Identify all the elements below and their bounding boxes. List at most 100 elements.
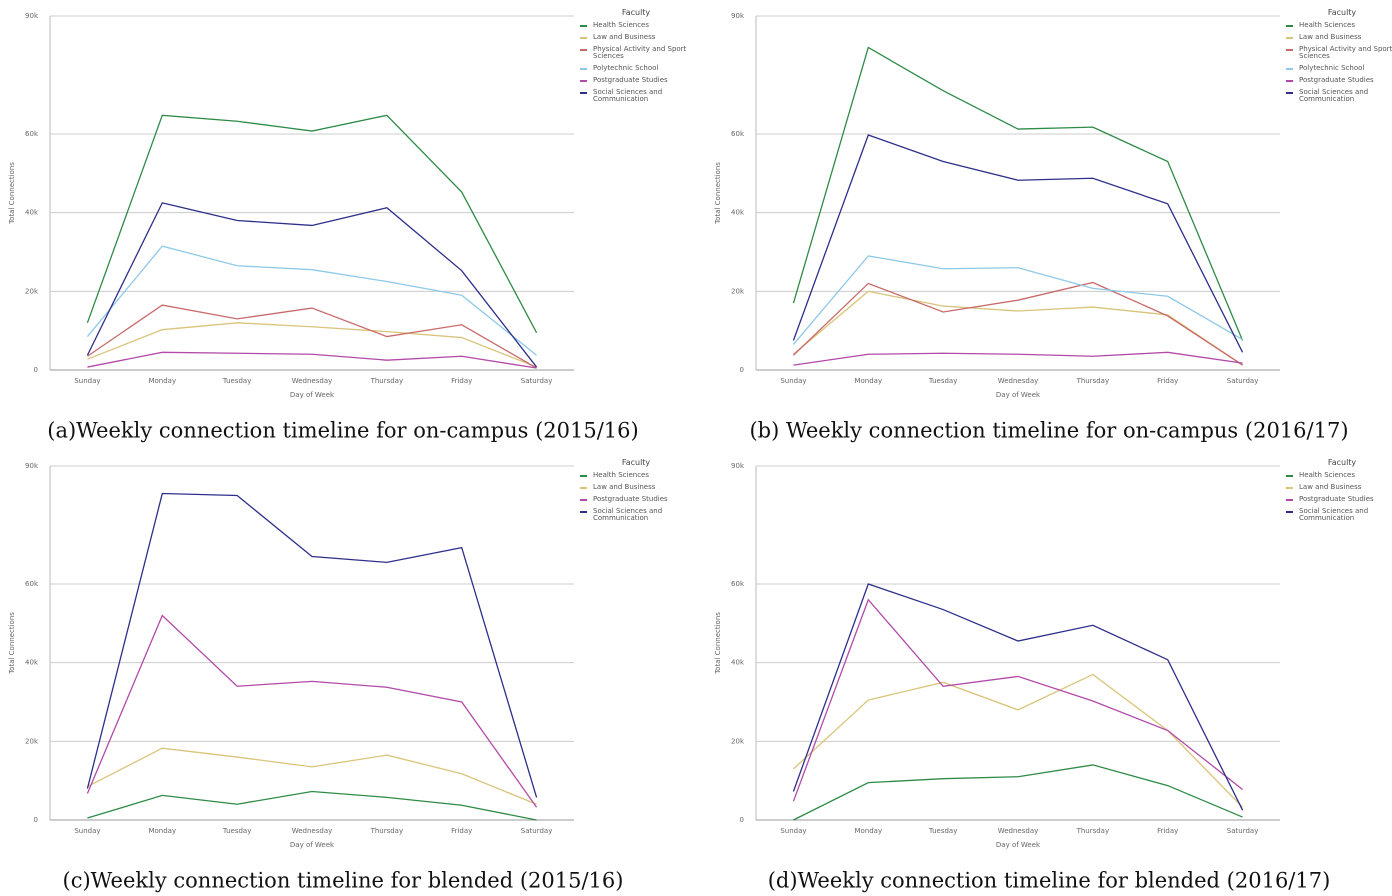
series-line — [86, 114, 538, 333]
series-line — [87, 790, 537, 821]
legend-swatch — [580, 68, 587, 70]
caption: (c)Weekly connection timeline for blende… — [63, 869, 624, 893]
x-tick-label: Saturday — [1227, 377, 1259, 385]
x-tick-label: Tuesday — [222, 377, 251, 385]
series-line — [793, 351, 1243, 366]
legend-label: Polytechnic School — [593, 64, 659, 72]
series-line — [87, 322, 537, 368]
y-axis-label: Total Connections — [8, 612, 16, 675]
legend-entry: Social Sciences and Communication — [1286, 508, 1392, 522]
y-tick-label: 40k — [25, 659, 39, 667]
legend-label: Health Sciences — [593, 21, 649, 29]
legend-label: Law and Business — [593, 33, 656, 41]
legend-label: Postgraduate Studies — [1299, 495, 1374, 503]
x-tick-label: Sunday — [74, 827, 100, 835]
legend-label: Social Sciences and Communication — [593, 507, 663, 522]
x-tick-label: Tuesday — [928, 827, 957, 835]
legend: Faculty Health Sciences Law and Business Ph… — [1286, 8, 1392, 103]
chart-panel: 0 20k 40k 60k 90k Sunday Monday Tuesday Wednesda… — [8, 458, 692, 893]
legend-label: Social Sciences and Communication — [1299, 507, 1369, 522]
legend-box: Faculty Health Sciences Law and Business Po… — [580, 458, 692, 522]
x-tick-label: Tuesday — [222, 827, 251, 835]
caption: (b) Weekly connection timeline for on-ca… — [749, 419, 1348, 443]
y-tick-label: 60k — [731, 130, 745, 138]
y-tick-label: 60k — [731, 580, 745, 588]
x-tick-label: Saturday — [521, 377, 553, 385]
legend-box: Faculty Health Sciences Law and Business Po… — [1286, 458, 1392, 522]
legend-label: Physical Activity and Sport Sciences — [1299, 45, 1392, 60]
x-tick-label: Saturday — [1227, 827, 1259, 835]
y-tick-label: 60k — [25, 580, 39, 588]
series-line — [86, 245, 537, 356]
legend-label: Social Sciences and Communication — [1299, 88, 1369, 103]
legend-entry: Social Sciences and Communication — [580, 89, 692, 103]
legend-swatch — [580, 92, 587, 94]
y-tick-label: 20k — [25, 287, 39, 295]
chart-panel: 0 20k 40k 60k 90k Sunday Monday Tuesday Wednesda… — [714, 458, 1392, 893]
y-tick-label: 90k — [25, 462, 39, 470]
series-line — [86, 614, 538, 808]
legend-entry: Health Sciences — [580, 22, 692, 29]
legend-entry: Physical Activity and Sport Sciences — [580, 46, 692, 60]
y-axis-label: Total Connections — [714, 612, 722, 675]
y-tick-label: 20k — [731, 737, 745, 745]
series-line — [792, 134, 1244, 353]
legend-swatch — [1286, 499, 1293, 501]
y-tick-label: 0 — [34, 816, 38, 824]
x-tick-label: Monday — [854, 377, 882, 385]
legend-swatch — [580, 499, 587, 501]
legend-label: Postgraduate Studies — [593, 76, 668, 84]
legend-title: Faculty — [621, 458, 651, 467]
legend-label: Postgraduate Studies — [593, 495, 668, 503]
x-tick-label: Sunday — [780, 377, 806, 385]
legend-entry: Polytechnic School — [580, 65, 692, 72]
caption: (d)Weekly connection timeline for blende… — [768, 869, 1331, 893]
y-tick-label: 60k — [25, 130, 39, 138]
series-line — [792, 598, 1243, 802]
legend-entry: Postgraduate Studies — [580, 77, 692, 84]
x-tick-label: Friday — [451, 827, 472, 835]
legend-entry: Health Sciences — [1286, 22, 1392, 29]
x-tick-label: Sunday — [74, 377, 100, 385]
x-tick-label: Monday — [854, 827, 882, 835]
legend: Faculty Health Sciences Law and Business Po… — [580, 458, 692, 522]
x-tick-label: Sunday — [780, 827, 806, 835]
chart-panel: 0 20k 40k 60k 90k Sunday Monday Tuesday Wednesda… — [714, 8, 1392, 443]
legend-swatch — [1286, 37, 1293, 39]
legend-entry: Law and Business — [1286, 484, 1392, 491]
series-line — [87, 304, 537, 369]
legend-title: Faculty — [1327, 8, 1357, 17]
series-line — [86, 492, 538, 798]
series-line — [792, 281, 1243, 366]
x-tick-label: Thursday — [1076, 827, 1110, 835]
x-tick-label: Friday — [1157, 827, 1178, 835]
legend-swatch — [580, 511, 587, 513]
legend-swatch — [580, 80, 587, 82]
x-tick-label: Wednesday — [292, 827, 333, 835]
legend-label: Law and Business — [1299, 483, 1362, 491]
y-tick-label: 40k — [731, 659, 745, 667]
legend-swatch — [580, 37, 587, 39]
y-tick-label: 20k — [25, 737, 39, 745]
x-tick-label: Wednesday — [998, 827, 1039, 835]
legend-label: Social Sciences and Communication — [593, 88, 663, 103]
series-line — [86, 202, 538, 368]
legend-entry: Law and Business — [580, 484, 692, 491]
legend-swatch — [1286, 49, 1293, 51]
series-line — [792, 255, 1243, 345]
legend-title: Faculty — [621, 8, 651, 17]
legend-label: Polytechnic School — [1299, 64, 1365, 72]
series-line — [793, 290, 1243, 366]
legend-swatch — [1286, 25, 1293, 27]
legend-label: Physical Activity and Sport Sciences — [593, 45, 687, 60]
caption: (a)Weekly connection timeline for on-cam… — [47, 419, 638, 443]
y-tick-label: 0 — [34, 366, 38, 374]
y-tick-label: 40k — [731, 209, 745, 217]
legend-entry: Health Sciences — [1286, 472, 1392, 479]
x-tick-label: Tuesday — [928, 377, 957, 385]
legend-entry: Law and Business — [1286, 34, 1392, 41]
y-tick-label: 40k — [25, 209, 39, 217]
legend-swatch — [580, 25, 587, 27]
